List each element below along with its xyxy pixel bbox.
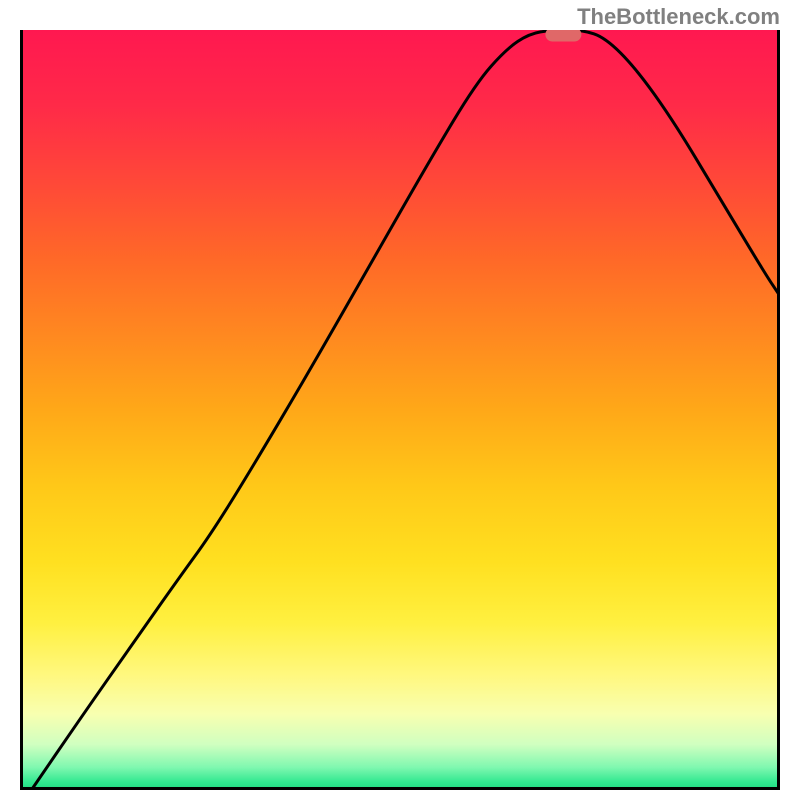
watermark-text: TheBottleneck.com <box>577 4 780 30</box>
chart-svg <box>20 30 780 790</box>
bottleneck-chart <box>20 30 780 790</box>
